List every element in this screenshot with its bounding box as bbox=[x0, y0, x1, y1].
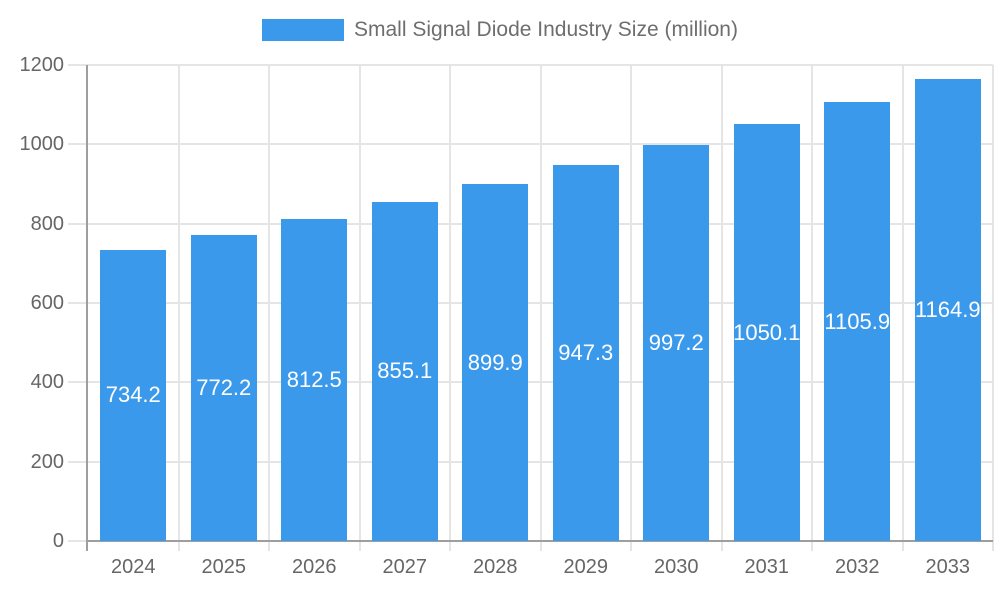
gridline-horizontal bbox=[68, 222, 993, 225]
bar-value-label: 1105.9 bbox=[824, 308, 891, 334]
bar-value-label: 947.3 bbox=[558, 340, 614, 366]
gridline-vertical bbox=[268, 65, 270, 541]
x-axis-tick bbox=[720, 541, 723, 551]
chart-legend-item[interactable]: Small Signal Diode Industry Size (millio… bbox=[0, 18, 1000, 42]
x-tick-label: 2026 bbox=[292, 556, 337, 578]
y-axis-line bbox=[86, 65, 88, 551]
bar-value-label: 772.2 bbox=[196, 374, 252, 400]
y-tick-label: 600 bbox=[30, 292, 64, 314]
x-tick-label: 2031 bbox=[744, 556, 790, 578]
bar[interactable] bbox=[462, 184, 529, 541]
y-tick-label: 0 bbox=[52, 530, 64, 552]
bar-value-label: 855.1 bbox=[377, 358, 433, 384]
x-axis-tick bbox=[992, 541, 994, 551]
x-axis-tick bbox=[358, 541, 361, 551]
y-tick-label: 1000 bbox=[19, 133, 65, 156]
bar-value-label: 1164.9 bbox=[914, 296, 981, 322]
x-axis-line bbox=[86, 540, 993, 542]
x-tick-label: 2025 bbox=[201, 556, 247, 578]
bar-value-label: 997.2 bbox=[648, 330, 704, 356]
x-axis-tick bbox=[539, 541, 542, 551]
x-axis-tick bbox=[630, 541, 632, 551]
bar-value-label: 812.5 bbox=[286, 366, 342, 392]
gridline-vertical bbox=[720, 65, 723, 541]
bar-value-label: 1050.1 bbox=[733, 319, 801, 345]
bar-value-label: 899.9 bbox=[467, 349, 523, 375]
x-tick-label: 2032 bbox=[835, 556, 880, 578]
gridline-vertical bbox=[358, 65, 361, 541]
bar[interactable] bbox=[914, 78, 981, 541]
y-tick-label: 400 bbox=[30, 371, 64, 394]
bar[interactable] bbox=[733, 124, 800, 541]
gridline-vertical bbox=[811, 65, 813, 541]
legend-label: Small Signal Diode Industry Size (millio… bbox=[354, 18, 738, 41]
bar[interactable] bbox=[281, 218, 348, 541]
bar[interactable] bbox=[643, 145, 710, 541]
x-tick-label: 2029 bbox=[563, 556, 609, 578]
bar[interactable] bbox=[552, 165, 619, 541]
gridline-horizontal bbox=[68, 64, 993, 66]
gridline-vertical bbox=[992, 65, 994, 541]
bar[interactable] bbox=[824, 102, 891, 541]
x-tick-label: 2024 bbox=[111, 556, 156, 578]
gridline-horizontal bbox=[68, 381, 993, 384]
x-axis-tick-zero bbox=[68, 540, 88, 542]
bar[interactable] bbox=[100, 249, 167, 541]
x-axis-tick bbox=[901, 541, 904, 551]
bar-value-label: 734.2 bbox=[105, 382, 161, 408]
x-axis-tick bbox=[177, 541, 180, 551]
x-tick-label: 2033 bbox=[925, 556, 971, 578]
x-tick-label: 2030 bbox=[654, 556, 699, 578]
bar[interactable] bbox=[371, 201, 438, 541]
x-axis-tick bbox=[811, 541, 813, 551]
legend-swatch bbox=[262, 19, 344, 41]
gridline-vertical bbox=[539, 65, 542, 541]
gridline-vertical bbox=[630, 65, 632, 541]
gridline-horizontal bbox=[68, 302, 993, 304]
x-axis-tick bbox=[449, 541, 451, 551]
gridline-horizontal bbox=[68, 143, 993, 146]
bar[interactable] bbox=[190, 234, 257, 541]
y-tick-label: 1200 bbox=[19, 54, 65, 76]
x-tick-label: 2028 bbox=[473, 556, 518, 578]
x-tick-label: 2027 bbox=[382, 556, 428, 578]
gridline-vertical bbox=[901, 65, 904, 541]
y-tick-label: 800 bbox=[30, 212, 64, 235]
gridline-horizontal bbox=[68, 460, 993, 463]
y-tick-label: 200 bbox=[30, 450, 64, 473]
x-axis-tick bbox=[268, 541, 270, 551]
gridline-vertical bbox=[449, 65, 451, 541]
gridline-vertical bbox=[177, 65, 180, 541]
